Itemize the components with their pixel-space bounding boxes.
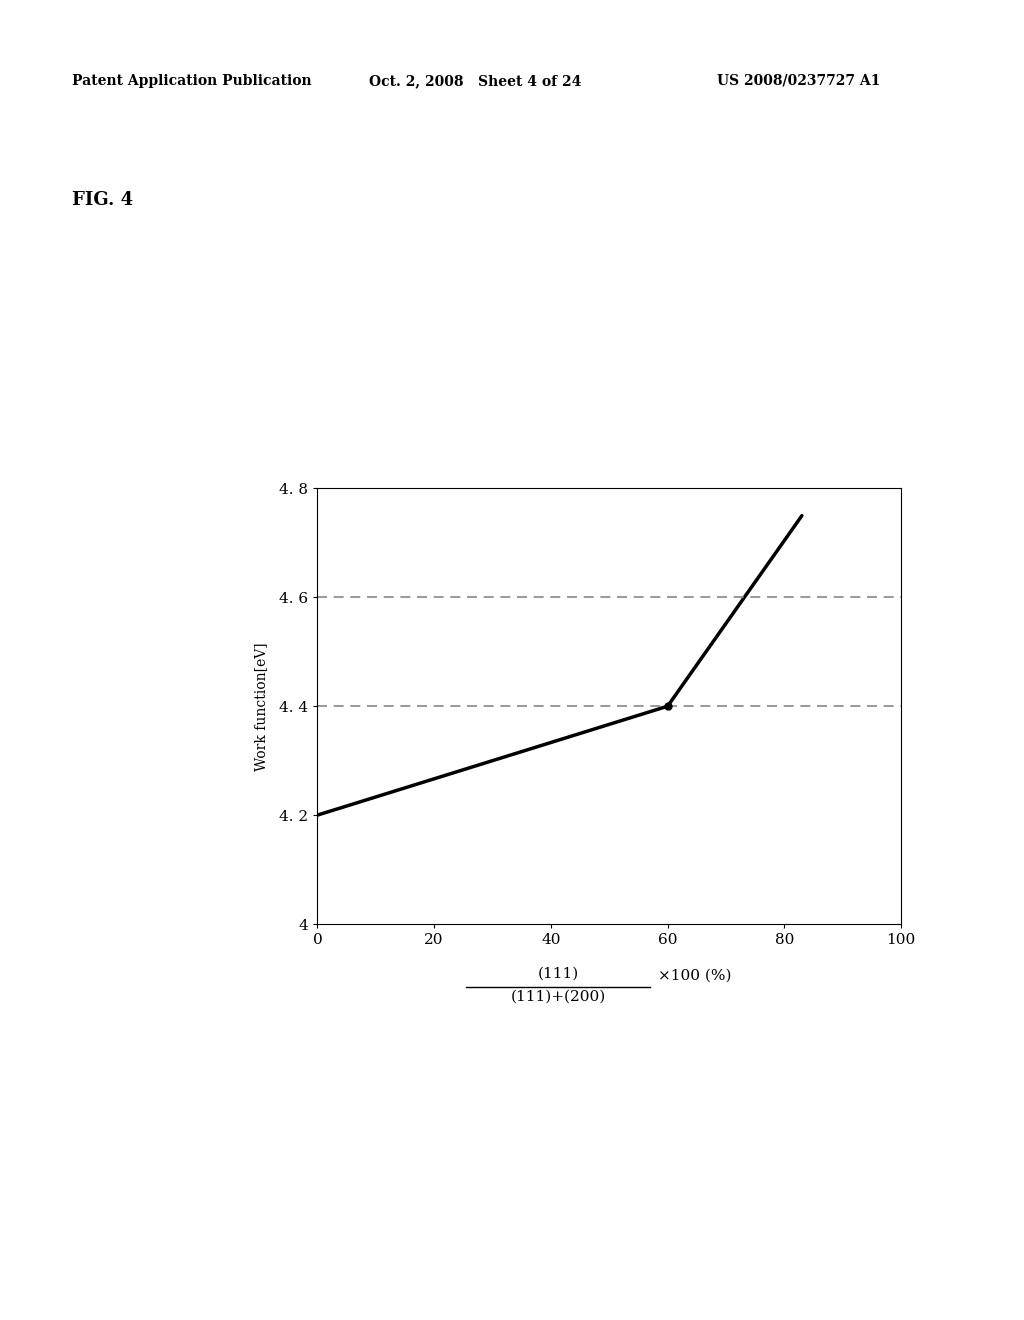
Text: (111): (111) [538,966,579,981]
Text: (111)+(200): (111)+(200) [510,990,606,1005]
Text: Oct. 2, 2008   Sheet 4 of 24: Oct. 2, 2008 Sheet 4 of 24 [369,74,581,88]
Text: Patent Application Publication: Patent Application Publication [72,74,311,88]
Y-axis label: Work function[eV]: Work function[eV] [254,642,268,771]
Text: US 2008/0237727 A1: US 2008/0237727 A1 [717,74,881,88]
Text: FIG. 4: FIG. 4 [72,191,133,210]
Text: ×100 (%): ×100 (%) [658,969,732,982]
